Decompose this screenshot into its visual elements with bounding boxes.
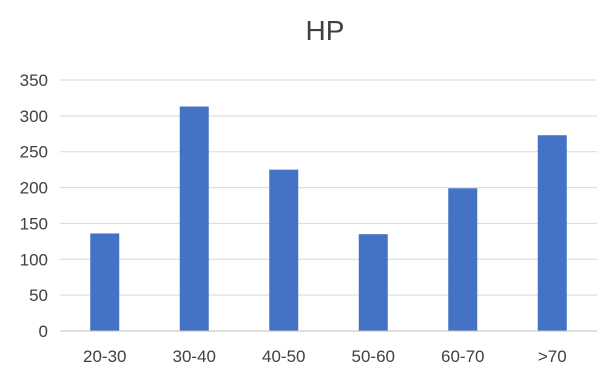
bar-20-30 xyxy=(90,233,120,331)
y-tick-label: 50 xyxy=(29,286,48,305)
bar-60-70 xyxy=(448,188,478,331)
y-tick-label: 200 xyxy=(20,179,48,198)
bar-50-60 xyxy=(358,234,388,331)
y-tick-label: 300 xyxy=(20,107,48,126)
x-tick-label: 30-40 xyxy=(173,347,216,366)
chart-title: HP xyxy=(306,15,345,46)
y-axis-tick-labels: 0 50 100 150 200 250 300 350 xyxy=(20,71,48,341)
bar->70 xyxy=(537,135,567,331)
x-tick-label: >70 xyxy=(538,347,567,366)
y-tick-label: 100 xyxy=(20,250,48,269)
bar-30-40 xyxy=(179,106,209,331)
gridlines xyxy=(60,79,597,296)
x-tick-label: 40-50 xyxy=(262,347,305,366)
x-tick-label: 60-70 xyxy=(441,347,484,366)
y-tick-label: 150 xyxy=(20,214,48,233)
y-tick-label: 0 xyxy=(39,322,48,341)
x-tick-label: 50-60 xyxy=(352,347,395,366)
y-tick-label: 250 xyxy=(20,143,48,162)
x-tick-label: 20-30 xyxy=(83,347,126,366)
bars xyxy=(90,106,567,331)
y-tick-label: 350 xyxy=(20,71,48,90)
bar-40-50 xyxy=(269,169,299,331)
x-axis-tick-labels: 20-30 30-40 40-50 50-60 60-70 >70 xyxy=(83,347,567,366)
